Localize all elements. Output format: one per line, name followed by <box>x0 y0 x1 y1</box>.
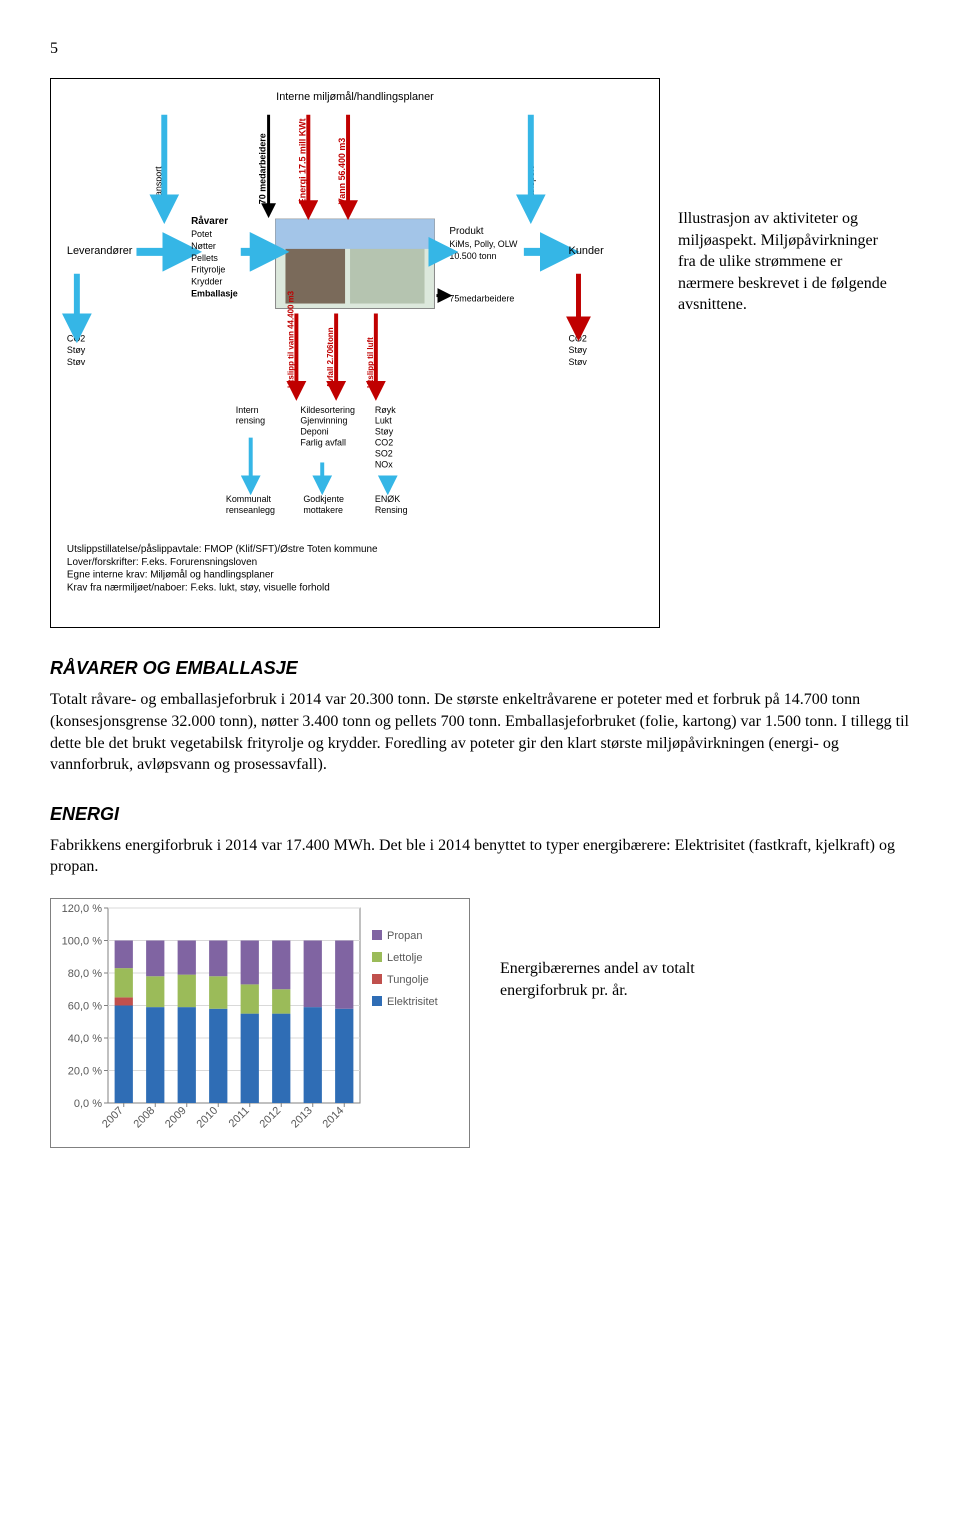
svg-text:Vann 56.400 m3: Vann 56.400 m3 <box>337 138 347 204</box>
svg-text:NOx: NOx <box>375 459 393 469</box>
svg-text:Propan: Propan <box>387 930 422 942</box>
chart-row: 0,0 % 20,0 % 40,0 % 60,0 % 80,0 % 100,0 % 120,… <box>50 898 910 1148</box>
svg-text:Frityrolje: Frityrolje <box>191 265 225 275</box>
svg-text:Deponi: Deponi <box>300 427 328 437</box>
section-energi-body: Fabrikkens energiforbruk i 2014 var 17.4… <box>50 835 910 878</box>
svg-text:Emballasje: Emballasje <box>191 289 238 299</box>
svg-text:75medarbeidere: 75medarbeidere <box>449 294 514 304</box>
svg-text:Kommunalt: Kommunalt <box>226 494 272 504</box>
svg-text:SO2: SO2 <box>375 449 393 459</box>
svg-text:Leverandører: Leverandører <box>67 245 133 257</box>
svg-text:Produkt: Produkt <box>449 226 483 237</box>
svg-text:2014: 2014 <box>321 1105 347 1131</box>
svg-text:Elektrisitet: Elektrisitet <box>387 996 438 1008</box>
svg-text:KiMs, Polly, OLW: KiMs, Polly, OLW <box>449 239 518 249</box>
svg-text:Støy: Støy <box>569 345 588 355</box>
svg-text:Gjenvinning: Gjenvinning <box>300 416 347 426</box>
diagram-caption: Illustrasjon av aktiviteter og miljøaspe… <box>678 208 888 316</box>
svg-text:Råvarer: Råvarer <box>191 216 228 227</box>
svg-text:Kildesortering: Kildesortering <box>300 405 355 415</box>
svg-text:ENØK: ENØK <box>375 494 400 504</box>
chart-caption: Energibærernes andel av totalt energifor… <box>500 958 720 1001</box>
svg-text:40,0 %: 40,0 % <box>68 1033 102 1045</box>
svg-text:Energi 17.5 mill KWt: Energi 17.5 mill KWt <box>297 118 307 204</box>
svg-text:120,0 %: 120,0 % <box>62 903 103 915</box>
section-energi-heading: ENERGI <box>50 804 910 825</box>
section-ravarer-heading: RÅVARER OG EMBALLASJE <box>50 658 910 679</box>
svg-text:renseanlegg: renseanlegg <box>226 505 275 515</box>
svg-text:CO2: CO2 <box>375 438 393 448</box>
svg-text:2009: 2009 <box>163 1105 189 1131</box>
svg-text:Støv: Støv <box>67 357 86 367</box>
svg-text:Støy: Støy <box>67 345 86 355</box>
svg-text:Støv: Støv <box>569 357 588 367</box>
svg-text:10.500 tonn: 10.500 tonn <box>449 251 496 261</box>
svg-text:Tungolje: Tungolje <box>387 974 429 986</box>
svg-text:Potet: Potet <box>191 229 212 239</box>
process-diagram: Interne miljømål/handlingsplanerTranspor… <box>50 78 660 628</box>
svg-text:Intern: Intern <box>236 405 259 415</box>
svg-text:Interne miljømål/handlingsplan: Interne miljømål/handlingsplaner <box>276 91 434 103</box>
page-number: 5 <box>50 40 910 58</box>
svg-text:Utslipp til vann 44.400 m3: Utslipp til vann 44.400 m3 <box>286 290 295 388</box>
svg-text:rensing: rensing <box>236 416 265 426</box>
svg-text:Lover/forskrifter: F.eks. Foru: Lover/forskrifter: F.eks. Forurensningsl… <box>67 557 257 568</box>
svg-text:60,0 %: 60,0 % <box>68 1000 102 1012</box>
svg-text:Avfall 2.706tonn: Avfall 2.706tonn <box>326 327 335 388</box>
svg-text:Lettolje: Lettolje <box>387 952 422 964</box>
svg-text:Utslipp til luft: Utslipp til luft <box>366 337 375 388</box>
svg-text:80,0 %: 80,0 % <box>68 968 102 980</box>
svg-text:Røyk: Røyk <box>375 405 396 415</box>
svg-text:0,0 %: 0,0 % <box>74 1098 102 1110</box>
diagram-row: Interne miljømål/handlingsplanerTranspor… <box>50 78 910 628</box>
svg-text:20,0 %: 20,0 % <box>68 1065 102 1077</box>
svg-text:Rensing: Rensing <box>375 505 408 515</box>
svg-text:2007: 2007 <box>100 1105 126 1131</box>
svg-text:Godkjente: Godkjente <box>303 494 344 504</box>
svg-text:Krav fra nærmiljøet/naboer: F.: Krav fra nærmiljøet/naboer: F.eks. lukt,… <box>67 583 330 594</box>
section-ravarer-body: Totalt råvare- og emballasjeforbruk i 20… <box>50 689 910 775</box>
svg-text:Kunder: Kunder <box>569 245 605 257</box>
svg-text:CO2: CO2 <box>569 333 587 343</box>
svg-text:2013: 2013 <box>289 1105 315 1131</box>
process-diagram-svg: Interne miljømål/handlingsplanerTranspor… <box>57 85 653 621</box>
svg-text:100,0 %: 100,0 % <box>62 935 103 947</box>
svg-text:2008: 2008 <box>132 1105 158 1131</box>
svg-text:2011: 2011 <box>227 1105 252 1130</box>
svg-text:Farlig avfall: Farlig avfall <box>300 438 346 448</box>
svg-text:Krydder: Krydder <box>191 277 222 287</box>
svg-text:Utslippstillatelse/påslippavta: Utslippstillatelse/påslippavtale: FMOP (… <box>67 544 378 555</box>
energy-stacked-bar-chart: 0,0 % 20,0 % 40,0 % 60,0 % 80,0 % 100,0 % 120,… <box>50 898 470 1148</box>
svg-text:Nøtter: Nøtter <box>191 241 216 251</box>
svg-text:mottakere: mottakere <box>303 505 343 515</box>
svg-text:70 medarbeidere: 70 medarbeidere <box>258 133 268 204</box>
svg-text:2010: 2010 <box>195 1105 221 1131</box>
svg-text:Pellets: Pellets <box>191 253 218 263</box>
svg-text:CO2: CO2 <box>67 333 85 343</box>
svg-text:2012: 2012 <box>258 1105 284 1131</box>
svg-text:Egne interne krav: Miljømål og: Egne interne krav: Miljømål og handlings… <box>67 570 275 581</box>
svg-text:Lukt: Lukt <box>375 416 392 426</box>
svg-text:Støy: Støy <box>375 427 394 437</box>
